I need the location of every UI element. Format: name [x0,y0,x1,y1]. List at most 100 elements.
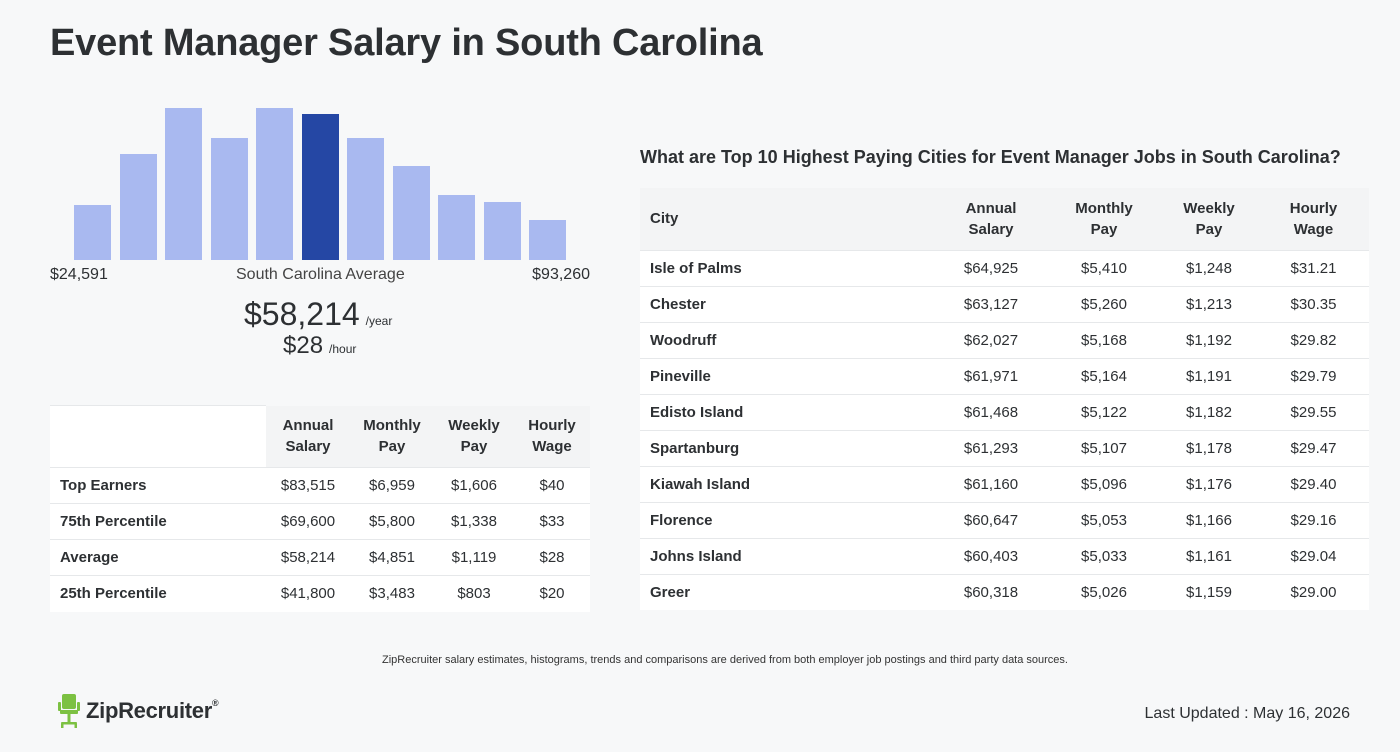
city-cell: $5,053 [1081,511,1127,529]
city-cell: $29.04 [1290,547,1337,565]
average-yearly-unit: /year [365,314,393,328]
salary-histogram [50,100,590,260]
histogram-bar-11 [529,220,566,260]
city-cell: $5,168 [1081,331,1127,349]
city-cell: $60,403 [963,547,1019,565]
average-yearly-value: $58,214 [244,296,360,332]
histogram-bar-9 [438,195,475,260]
histogram-min-label: $24,591 [50,266,108,283]
city-cell: $64,925 [963,259,1019,277]
table-row: Edisto Island $61,468 $5,122 $1,182 $29.55 [640,394,1369,430]
table-row: Chester $63,127 $5,260 $1,213 $30.35 [640,286,1369,322]
table-row: Greer $60,318 $5,026 $1,159 $29.00 [640,574,1369,610]
percentile-cell: $1,338 [451,513,497,530]
city-cell: $5,122 [1081,403,1127,421]
table-row: Woodruff $62,027 $5,168 $1,192 $29.82 [640,322,1369,358]
histogram-average-caption: South Carolina Average [236,266,405,283]
city-cell: $5,164 [1081,367,1127,385]
city-cell: $29.79 [1290,367,1337,385]
percentile-row-label: Average [60,549,119,566]
cities-section-title: What are Top 10 Highest Paying Cities fo… [640,147,1341,167]
ziprecruiter-chair-icon [58,694,80,728]
city-cell: $1,192 [1186,331,1232,349]
percentile-cell: $6,959 [369,477,415,494]
table-row: Florence $60,647 $5,053 $1,166 $29.16 [640,502,1369,538]
histogram-bar-5 [256,108,293,260]
city-cell: $5,026 [1081,583,1127,601]
table-row: Isle of Palms $64,925 $5,410 $1,248 $31.21 [640,250,1369,286]
city-header-4: Hourly Wage [1258,188,1369,250]
city-cell: $31.21 [1290,259,1337,277]
city-cell: $61,160 [963,475,1019,493]
city-header-1: Annual Salary [934,188,1048,250]
city-cell: $1,191 [1186,367,1232,385]
city-cell: $61,468 [963,403,1019,421]
city-header-3: Weekly Pay [1160,188,1258,250]
city-row-label: Greer [650,583,691,601]
table-row: Spartanburg $61,293 $5,107 $1,178 $29.47 [640,430,1369,466]
percentile-cell: $1,606 [451,477,497,494]
percentile-header-0 [50,405,266,468]
city-cell: $1,161 [1186,547,1232,565]
ziprecruiter-logo[interactable]: ZipRecruiter® [58,694,219,728]
percentile-cell: $803 [457,585,491,603]
percentile-header-1: Annual Salary [266,405,350,468]
city-cell: $62,027 [963,331,1019,349]
histogram-bar-1 [74,205,111,260]
city-cell: $5,107 [1081,439,1127,457]
percentile-cell: $4,851 [369,549,415,566]
average-hourly-unit: /hour [329,342,357,356]
table-row: Johns Island $60,403 $5,033 $1,161 $29.04 [640,538,1369,574]
percentile-cell: $33 [539,513,565,530]
percentile-cell: $83,515 [280,477,336,494]
percentile-row-label: Top Earners [60,477,147,494]
logo-name: ZipRecruiter [86,698,212,723]
percentile-cell: $1,119 [451,549,497,566]
city-cell: $1,166 [1186,511,1232,529]
average-yearly-salary: $58,214/year [244,296,392,333]
city-cell: $1,182 [1186,403,1232,421]
city-header-0: City [640,188,934,250]
city-cell: $60,647 [963,511,1019,529]
percentile-cell: $28 [539,549,565,566]
city-row-label: Johns Island [650,547,742,565]
percentile-cell: $69,600 [280,513,336,530]
city-cell: $5,096 [1081,475,1127,493]
percentile-header-3: Weekly Pay [434,405,514,468]
city-cell: $29.82 [1290,331,1337,349]
city-row-label: Pineville [650,367,711,385]
logo-trademark: ® [211,698,219,708]
data-source-footnote: ZipRecruiter salary estimates, histogram… [382,654,1068,666]
city-row-label: Edisto Island [650,403,744,421]
histogram-bar-2 [119,154,157,260]
last-updated-text: Last Updated : May 16, 2026 [1144,705,1350,722]
average-hourly-value: $28 [283,332,324,359]
average-hourly-salary: $28/hour [283,332,356,360]
table-row: Average $58,214 $4,851 $1,119 $28 [50,539,590,576]
city-cell: $1,178 [1186,439,1232,457]
table-row: Top Earners $83,515 $6,959 $1,606 $40 [50,467,590,504]
percentile-cell: $5,800 [369,513,415,530]
histogram-bar-8 [392,166,430,260]
histogram-bar-10 [483,202,521,260]
percentile-row-label: 25th Percentile [60,585,167,603]
percentile-cell: $41,800 [280,585,336,603]
city-cell: $61,971 [963,367,1019,385]
histogram-bar-4 [210,138,248,260]
table-row: Kiawah Island $61,160 $5,096 $1,176 $29.40 [640,466,1369,502]
percentile-header-4: Hourly Wage [514,405,590,468]
city-cell: $5,033 [1081,547,1127,565]
percentile-cell: $3,483 [369,585,415,603]
city-cell: $1,213 [1186,295,1232,313]
percentile-header-2: Monthly Pay [350,405,434,468]
table-row: Pineville $61,971 $5,164 $1,191 $29.79 [640,358,1369,394]
city-row-label: Kiawah Island [650,475,751,493]
percentile-table: Annual Salary Monthly Pay Weekly Pay Hourly Wag… [50,405,590,612]
histogram-bar-7 [347,138,384,260]
city-cell: $1,159 [1186,583,1232,601]
percentile-cell: $20 [539,585,565,603]
city-row-label: Spartanburg [650,439,740,457]
page-title: Event Manager Salary in South Carolina [50,22,763,64]
table-row: 75th Percentile $69,600 $5,800 $1,338 $33 [50,503,590,540]
